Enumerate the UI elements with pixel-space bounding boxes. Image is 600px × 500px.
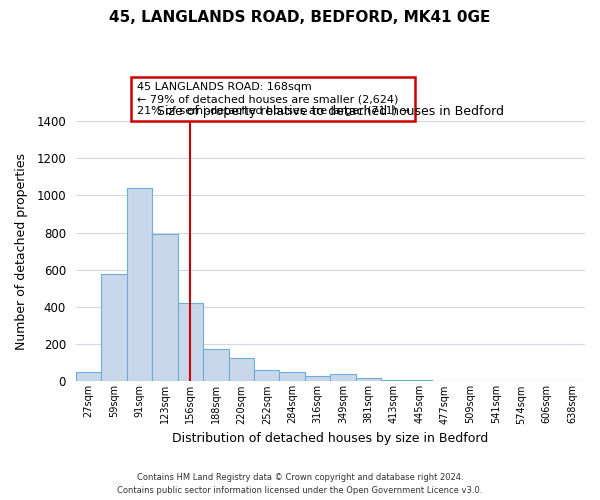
Bar bbox=[280, 372, 305, 382]
Bar bbox=[76, 372, 101, 382]
Title: Size of property relative to detached houses in Bedford: Size of property relative to detached ho… bbox=[157, 106, 504, 118]
Bar bbox=[382, 380, 407, 382]
Bar bbox=[331, 374, 356, 382]
Text: 45 LANGLANDS ROAD: 168sqm
← 79% of detached houses are smaller (2,624)
21% of se: 45 LANGLANDS ROAD: 168sqm ← 79% of detac… bbox=[137, 82, 410, 116]
X-axis label: Distribution of detached houses by size in Bedford: Distribution of detached houses by size … bbox=[172, 432, 488, 445]
Bar bbox=[305, 376, 331, 382]
Bar bbox=[356, 378, 382, 382]
Bar bbox=[407, 380, 432, 382]
Bar bbox=[254, 370, 280, 382]
Bar bbox=[127, 188, 152, 382]
Bar bbox=[101, 274, 127, 382]
Text: Contains HM Land Registry data © Crown copyright and database right 2024.
Contai: Contains HM Land Registry data © Crown c… bbox=[118, 473, 482, 495]
Bar bbox=[152, 234, 178, 382]
Text: 45, LANGLANDS ROAD, BEDFORD, MK41 0GE: 45, LANGLANDS ROAD, BEDFORD, MK41 0GE bbox=[109, 10, 491, 25]
Y-axis label: Number of detached properties: Number of detached properties bbox=[15, 152, 28, 350]
Bar bbox=[203, 349, 229, 382]
Bar bbox=[229, 358, 254, 382]
Bar bbox=[178, 303, 203, 382]
